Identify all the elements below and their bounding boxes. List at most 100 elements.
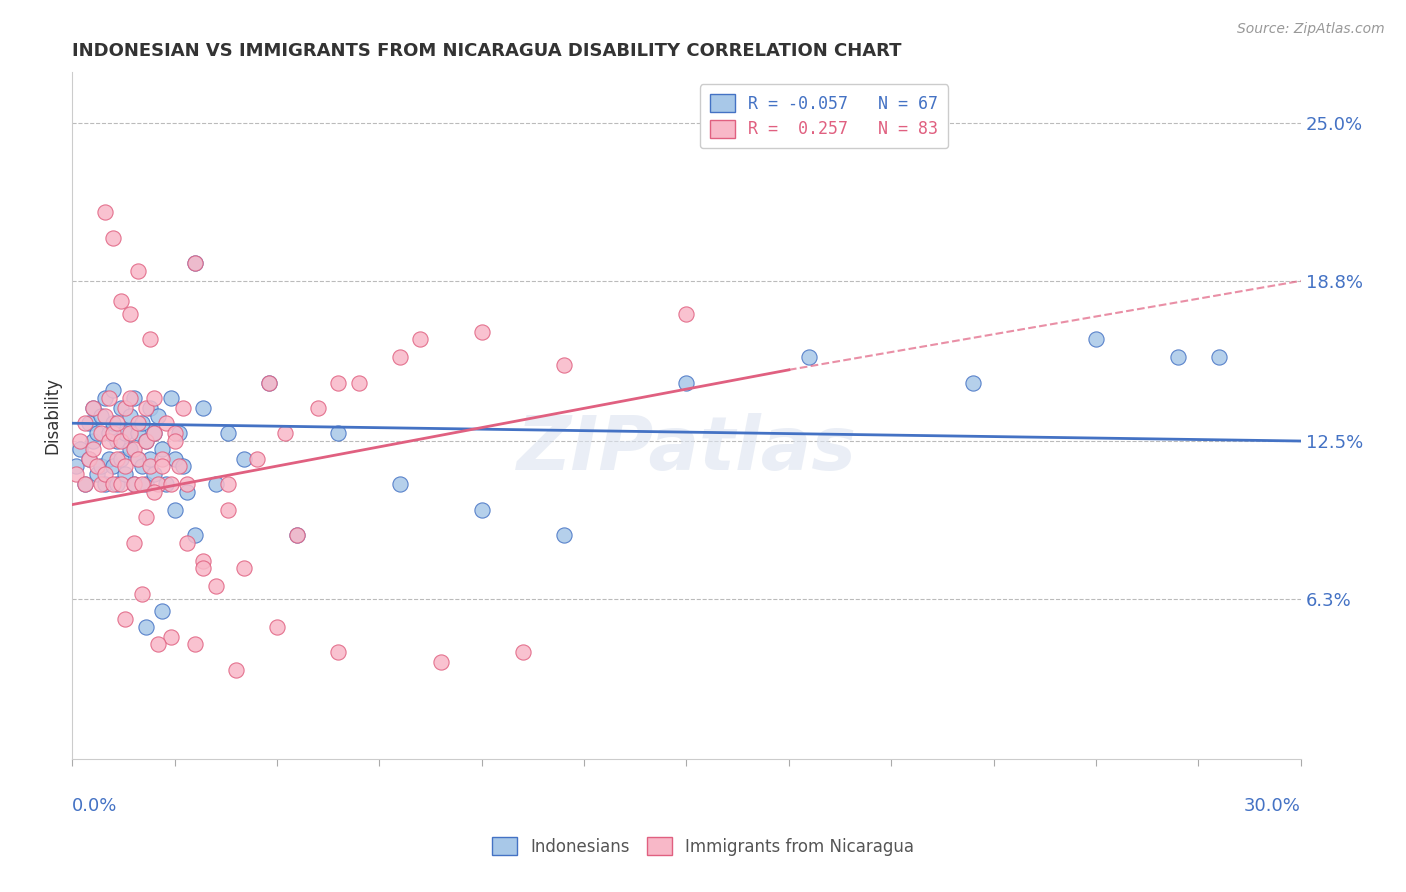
Point (962, 376, 984, 390)
Point (176, 477, 198, 491)
Point (155, 416, 177, 430)
Point (148, 477, 170, 491)
Point (143, 467, 166, 481)
Point (139, 401, 162, 415)
Point (118, 391, 141, 405)
Point (150, 451, 173, 466)
Text: ZIPatlas: ZIPatlas (516, 413, 856, 486)
Point (328, 645, 350, 659)
Point (176, 535, 198, 549)
Point (101, 230, 124, 244)
Point (101, 459, 124, 474)
Point (118, 307, 141, 321)
Point (217, 502, 239, 516)
Point (65, 459, 87, 474)
Point (114, 426, 136, 441)
Point (86, 426, 108, 441)
Point (77, 451, 100, 466)
Point (328, 426, 350, 441)
Point (86, 467, 108, 481)
Point (217, 477, 239, 491)
Point (155, 477, 177, 491)
Point (105, 477, 128, 491)
Point (105, 416, 128, 430)
Point (118, 426, 141, 441)
Point (163, 502, 186, 516)
Point (73, 477, 96, 491)
Point (131, 477, 153, 491)
Point (163, 434, 186, 448)
Point (233, 451, 256, 466)
Point (122, 442, 145, 456)
Point (94, 391, 117, 405)
Point (799, 350, 821, 364)
Point (105, 434, 128, 448)
Point (90, 459, 112, 474)
Point (143, 484, 166, 499)
Point (159, 630, 181, 644)
Point (101, 426, 124, 441)
Point (127, 416, 149, 430)
Point (122, 477, 145, 491)
Point (127, 451, 149, 466)
Point (69, 442, 91, 456)
Point (101, 416, 124, 430)
Point (287, 528, 309, 542)
Point (163, 426, 186, 441)
Point (328, 376, 350, 390)
Point (110, 401, 132, 415)
Point (122, 477, 145, 491)
Point (101, 477, 124, 491)
Point (675, 307, 697, 321)
Point (135, 510, 157, 524)
Point (131, 586, 153, 600)
Point (110, 434, 132, 448)
Point (82, 442, 104, 456)
Text: 30.0%: 30.0% (1244, 797, 1301, 814)
Point (553, 528, 575, 542)
Point (135, 619, 157, 633)
Point (105, 451, 128, 466)
Point (114, 401, 136, 415)
Point (150, 442, 173, 456)
Point (274, 426, 297, 441)
Point (307, 401, 329, 415)
Point (167, 426, 190, 441)
Point (135, 434, 157, 448)
Point (110, 294, 132, 309)
Point (143, 391, 166, 405)
Point (204, 579, 226, 593)
Point (233, 561, 256, 575)
Point (122, 391, 145, 405)
Point (675, 376, 697, 390)
Point (471, 502, 494, 516)
Point (73, 416, 96, 430)
Point (217, 426, 239, 441)
Point (82, 401, 104, 415)
Point (512, 645, 534, 659)
Point (114, 612, 136, 626)
Point (245, 451, 267, 466)
Point (553, 358, 575, 372)
Point (167, 459, 190, 474)
Point (94, 205, 117, 219)
Point (127, 426, 149, 441)
Point (388, 477, 411, 491)
Y-axis label: Disability: Disability (44, 377, 60, 454)
Point (409, 332, 432, 346)
Point (135, 477, 157, 491)
Point (204, 477, 226, 491)
Point (69, 434, 91, 448)
Point (77, 451, 100, 466)
Point (127, 451, 149, 466)
Point (114, 467, 136, 481)
Point (184, 256, 207, 270)
Point (388, 350, 411, 364)
Point (1085, 332, 1108, 346)
Point (65, 467, 87, 481)
Point (122, 535, 145, 549)
Point (159, 477, 181, 491)
Point (139, 459, 162, 474)
Point (90, 409, 112, 423)
Point (257, 376, 280, 390)
